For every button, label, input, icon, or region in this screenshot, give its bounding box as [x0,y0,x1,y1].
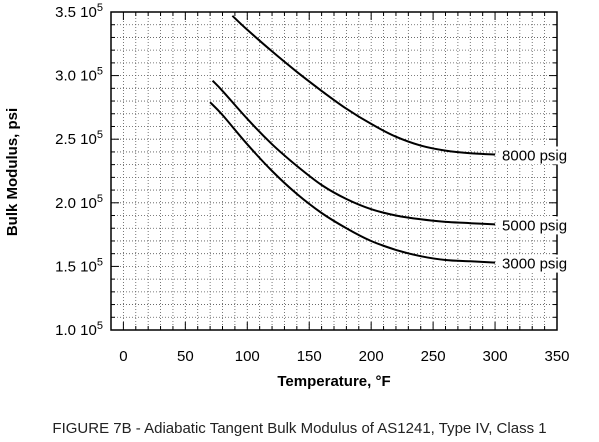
series-label: 8000 psig [502,147,567,164]
x-tick-label: 150 [297,348,322,365]
y-tick-label: 2.0 105 [55,193,103,212]
x-tick-labels: 0 50 100 150 200 250 300 350 [119,348,569,365]
x-tick-label: 250 [421,348,446,365]
x-axis-title: Temperature, °F [277,373,390,390]
y-tick-label: 3.5 105 [55,2,103,21]
series-line [211,80,496,226]
y-tick-label: 1.5 105 [55,256,103,275]
figure-caption: FIGURE 7B - Adiabatic Tangent Bulk Modul… [52,420,547,437]
series-label: 5000 psig [502,217,567,234]
series-line [209,101,496,264]
x-tick-label: 50 [177,348,194,365]
series-line [231,15,496,156]
x-tick-label: 300 [483,348,508,365]
series-label-backing [500,216,583,235]
x-tick-label: 100 [235,348,260,365]
x-tick-label: 0 [119,348,127,365]
grid [111,12,557,330]
y-tick-label: 3.0 105 [55,66,103,85]
x-tick-label: 350 [544,348,569,365]
axis-ticks [111,11,558,331]
y-tick-labels: 1.0 105 1.5 105 2.0 105 2.5 105 3.0 105 3.5 1… [55,2,103,339]
y-tick-label: 2.5 105 [55,129,103,148]
series-labels: 8000 psig 5000 psig 3000 psig [500,146,583,273]
y-axis-title: Bulk Modulus, psi [4,108,21,236]
series-label: 3000 psig [502,256,567,273]
series-lines [209,15,496,264]
series-label-backing [500,146,583,165]
y-tick-label: 1.0 105 [55,320,103,339]
x-tick-label: 200 [359,348,384,365]
series-label-backing [500,254,583,273]
